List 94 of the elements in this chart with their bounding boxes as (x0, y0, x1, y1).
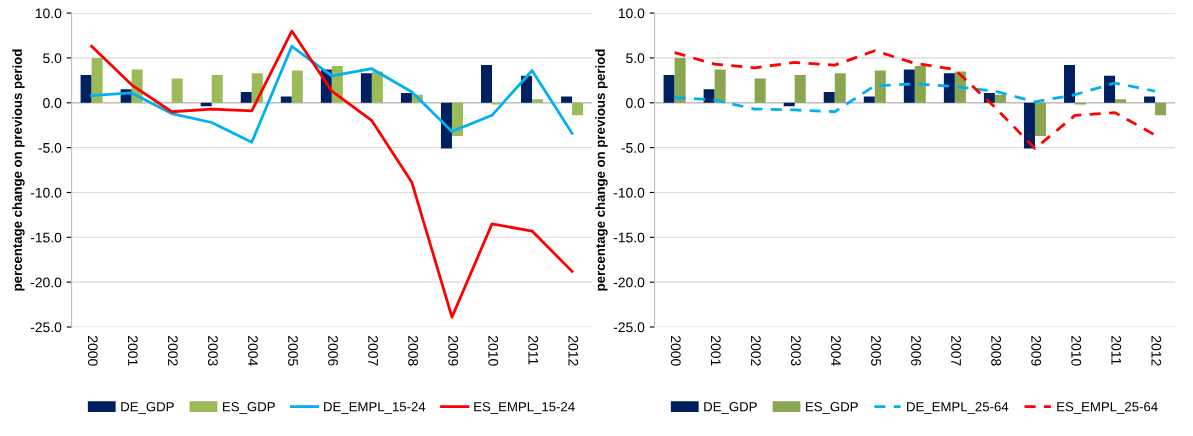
bar (823, 92, 835, 103)
x-tick-label: 2002 (167, 336, 178, 366)
x-tick-label: 2003 (790, 336, 801, 366)
bar (291, 70, 303, 103)
bar (903, 69, 915, 103)
x-tick-label: 2000 (670, 336, 681, 366)
bar (572, 102, 584, 116)
bar (360, 73, 372, 103)
bar (674, 57, 686, 103)
bar (211, 74, 223, 103)
legend-label: DE_EMPL_25-64 (907, 402, 1009, 414)
bar (171, 78, 183, 103)
x-tick-label: 2003 (207, 336, 218, 366)
x-tick-label: 2001 (710, 336, 721, 366)
y-tick-label: -10.0 (30, 187, 62, 198)
x-tick-label: 2012 (568, 336, 579, 366)
bar (1155, 102, 1167, 116)
y-tick-label: -5.0 (38, 142, 62, 153)
bar (1104, 75, 1116, 103)
bar (1034, 102, 1046, 136)
bar (80, 74, 92, 103)
x-tick-label: 2007 (951, 336, 961, 366)
x-tick-label: 2012 (1151, 336, 1162, 366)
bar (1144, 96, 1156, 103)
y-axis-title: percentage change on previous period (595, 49, 608, 291)
legend-label: DE_GDP (121, 402, 174, 414)
x-tick-label: 2010 (488, 336, 499, 366)
bar (663, 74, 675, 103)
y-tick-label: -25.0 (30, 322, 62, 333)
bar (451, 102, 463, 136)
y-tick-label: 0.0 (43, 98, 62, 108)
x-tick-label: 2002 (750, 336, 761, 366)
bar (754, 78, 766, 103)
legend-label: ES_GDP (806, 402, 858, 414)
bar (914, 66, 926, 103)
legend-label: ES_GDP (223, 402, 275, 414)
y-tick-label: 10.0 (35, 8, 62, 19)
x-tick-label: 2006 (911, 336, 921, 366)
bar (834, 73, 846, 103)
bar (532, 99, 544, 103)
bar (714, 69, 726, 103)
bar (1063, 65, 1075, 103)
y-tick-label: 0.0 (626, 98, 645, 108)
x-tick-label: 2005 (871, 336, 881, 366)
y-tick-label: 5.0 (43, 53, 62, 64)
bar (1023, 102, 1035, 149)
bar (863, 96, 875, 103)
x-tick-label: 2007 (368, 336, 378, 366)
y-tick-label: -20.0 (613, 277, 645, 288)
line-series (673, 49, 1157, 150)
y-tick-label: 5.0 (626, 53, 645, 64)
bar (994, 94, 1006, 103)
bar (481, 65, 493, 103)
line-series (90, 29, 574, 319)
legend-label: ES_EMPL_25-64 (1057, 402, 1158, 414)
x-tick-label: 2010 (1071, 336, 1082, 366)
y-tick-label: -20.0 (30, 277, 62, 288)
x-tick-label: 2004 (831, 336, 841, 366)
y-tick-label: -15.0 (613, 232, 645, 243)
y-axis-title: percentage change on previous period (12, 49, 25, 291)
bar (561, 96, 573, 103)
x-tick-label: 2009 (448, 336, 459, 366)
bar (91, 57, 103, 103)
y-tick-label: -5.0 (621, 142, 645, 153)
bar (440, 102, 452, 149)
legend-label: DE_EMPL_15-24 (324, 402, 426, 414)
x-tick-label: 2008 (991, 336, 1002, 366)
y-tick-label: 10.0 (618, 8, 645, 19)
y-tick-label: -15.0 (30, 232, 62, 243)
x-tick-label: 2008 (408, 336, 419, 366)
bar (703, 89, 715, 103)
bar (521, 75, 533, 103)
y-tick-label: -25.0 (613, 322, 645, 333)
x-tick-label: 2009 (1031, 336, 1042, 366)
legend-label: DE_GDP (704, 402, 757, 414)
legend-label: ES_EMPL_15-24 (474, 402, 575, 414)
bar (1115, 99, 1127, 103)
x-tick-label: 2006 (328, 336, 338, 366)
x-tick-label: 2011 (1111, 336, 1122, 365)
y-tick-label: -10.0 (613, 187, 645, 198)
bar (794, 74, 806, 103)
x-tick-label: 2011 (528, 336, 539, 365)
bar (874, 70, 886, 103)
bar (943, 73, 955, 103)
line-series (90, 44, 574, 144)
line-series (673, 81, 1157, 114)
bar (240, 92, 252, 103)
bar (400, 92, 412, 103)
x-tick-label: 2005 (288, 336, 298, 366)
bar (280, 96, 292, 103)
bar (371, 71, 383, 103)
x-tick-label: 2001 (127, 336, 138, 366)
x-tick-label: 2000 (87, 336, 98, 366)
x-tick-label: 2004 (248, 336, 258, 366)
